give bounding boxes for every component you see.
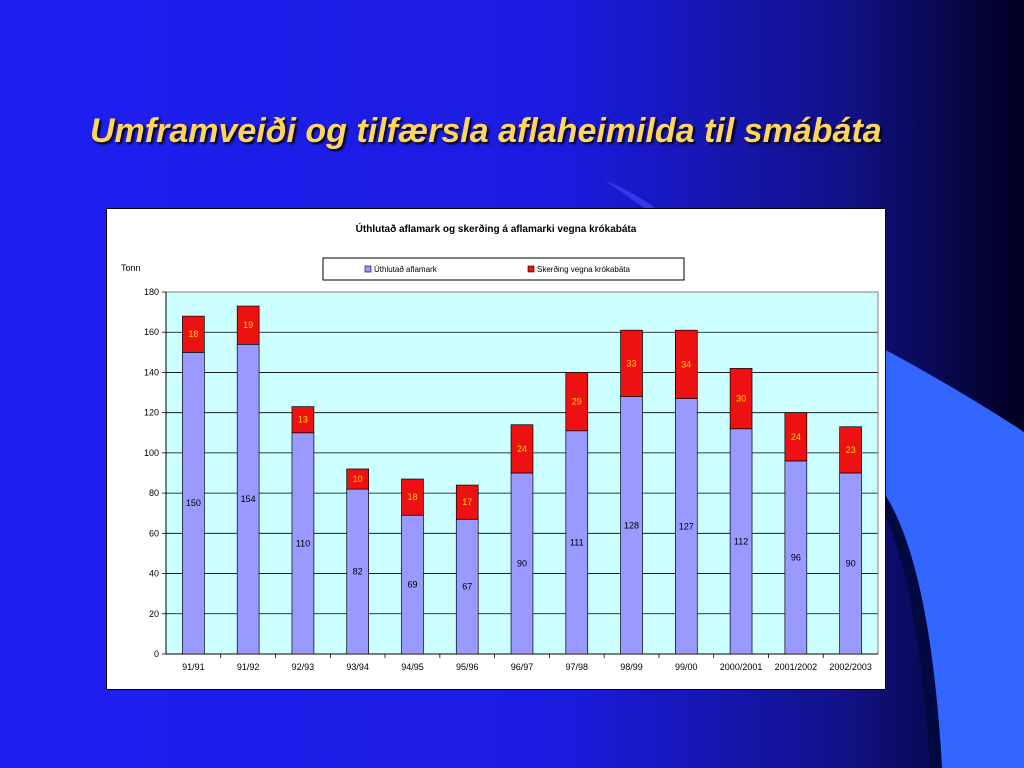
plot-area: 0 20 40 60 80 100 120 140 160 180 150 18 91/91 154 19 9… (144, 287, 879, 672)
bar-segment-reduction (346, 468, 369, 490)
x-tick-label: 2001/2002 (775, 662, 818, 672)
x-tick-label: 92/93 (292, 662, 315, 672)
legend-swatch-series-1 (364, 265, 372, 273)
data-label-reduction: 10 (353, 474, 363, 484)
x-tick-label: 96/97 (511, 662, 534, 672)
data-label-allocated: 69 (407, 580, 417, 590)
data-label-reduction: 13 (298, 415, 308, 425)
y-tick-label: 40 (149, 569, 159, 579)
slide-title: Umframveiði og tilfærsla aflaheimilda ti… (90, 112, 882, 150)
data-label-allocated: 154 (241, 494, 256, 504)
legend-label-series-1: Úthlutað aflamark (374, 265, 438, 274)
bar-segment-reduction (455, 484, 479, 520)
data-label-reduction: 33 (627, 358, 637, 368)
data-label-reduction: 18 (407, 492, 417, 502)
x-tick-label: 91/92 (237, 662, 260, 672)
bar-segment-reduction (291, 406, 315, 434)
x-tick-label: 99/00 (675, 662, 698, 672)
bar-segment-reduction (401, 478, 424, 516)
bar-segment-reduction (620, 329, 643, 397)
y-tick-label: 180 (144, 287, 159, 297)
data-label-allocated: 127 (679, 521, 694, 531)
data-label-reduction: 18 (188, 329, 198, 339)
data-label-reduction: 30 (736, 394, 746, 404)
x-tick-label: 2000/2001 (720, 662, 763, 672)
y-tick-label: 120 (144, 408, 159, 418)
bar-segment-reduction (236, 305, 260, 345)
data-label-allocated: 90 (846, 559, 856, 569)
bar-segment-reduction (784, 412, 808, 462)
data-label-allocated: 128 (624, 520, 639, 530)
bar-chart: Úthlutað aflamark og skerðing á aflamark… (121, 222, 879, 672)
legend: Úthlutað aflamark Skerðing vegna krókabá… (322, 257, 685, 281)
data-label-reduction: 17 (462, 497, 472, 507)
x-tick-label: 2002/2003 (829, 662, 872, 672)
x-tick-label: 94/95 (401, 662, 424, 672)
data-label-allocated: 82 (353, 567, 363, 577)
bar-segment-reduction (839, 426, 862, 474)
y-tick-label: 20 (149, 609, 159, 619)
data-label-reduction: 24 (791, 432, 801, 442)
data-label-reduction: 24 (517, 444, 527, 454)
bar-segment-reduction (565, 372, 589, 432)
y-tick-label: 100 (144, 448, 159, 458)
x-tick-label: 97/98 (566, 662, 589, 672)
legend-label-series-2: Skerðing vegna krókabáta (537, 265, 631, 274)
y-axis-label: Tonn (121, 263, 141, 273)
bar-segment-reduction (729, 368, 753, 430)
bar-segment-reduction (675, 329, 698, 399)
data-label-allocated: 96 (791, 552, 801, 562)
x-tick-label: 95/96 (456, 662, 479, 672)
data-label-reduction: 29 (572, 397, 582, 407)
x-tick-label: 93/94 (346, 662, 369, 672)
data-label-reduction: 19 (243, 320, 253, 330)
x-tick-label: 98/99 (620, 662, 643, 672)
data-label-allocated: 67 (462, 582, 472, 592)
data-label-allocated: 110 (296, 538, 310, 548)
chart-title: Úthlutað aflamark og skerðing á aflamark… (356, 222, 637, 235)
y-tick-label: 160 (144, 327, 159, 337)
data-label-allocated: 112 (734, 536, 748, 546)
x-tick-label: 91/91 (182, 662, 205, 672)
data-label-allocated: 111 (570, 537, 584, 547)
y-tick-label: 0 (154, 649, 159, 659)
data-label-allocated: 90 (517, 559, 527, 569)
bar-segment-reduction (510, 424, 534, 474)
bar-segment-reduction (182, 315, 205, 353)
y-tick-label: 60 (149, 528, 159, 538)
legend-box (322, 257, 685, 281)
data-label-reduction: 23 (846, 445, 856, 455)
legend-swatch-series-2 (527, 265, 535, 273)
y-tick-label: 80 (149, 488, 159, 498)
data-label-allocated: 150 (186, 498, 201, 508)
data-label-reduction: 34 (681, 359, 691, 369)
chart-container: Úthlutað aflamark og skerðing á aflamark… (106, 208, 886, 690)
y-tick-label: 140 (144, 367, 159, 377)
